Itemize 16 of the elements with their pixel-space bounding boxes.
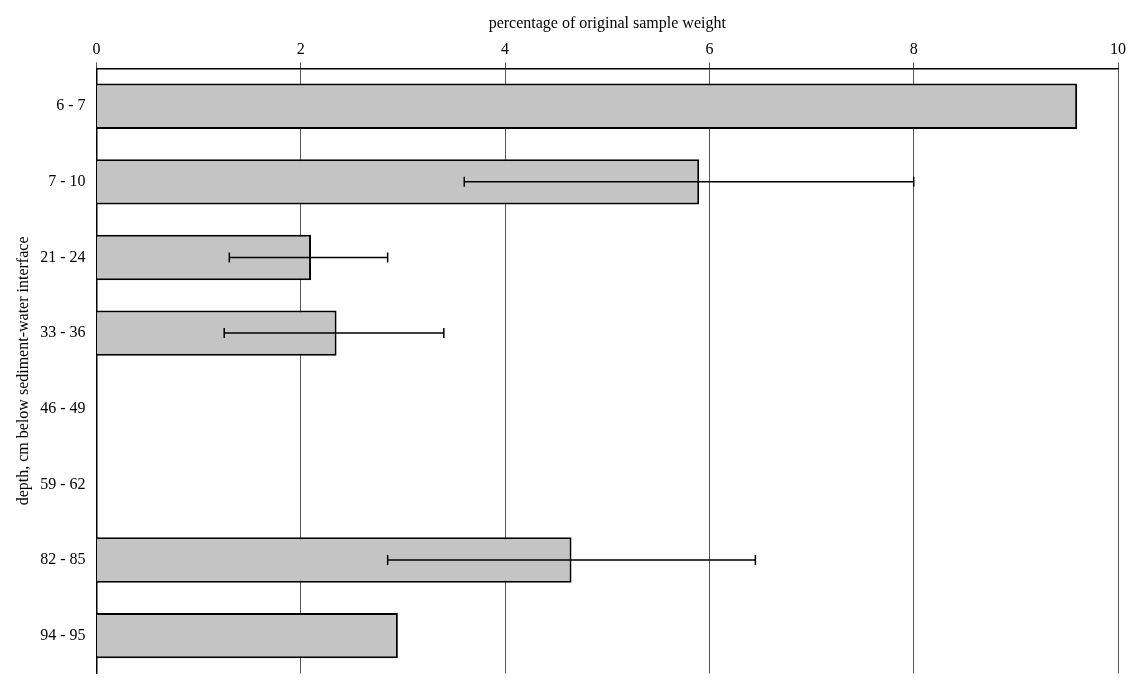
x-tick-label: 6 <box>705 40 714 57</box>
x-tick-label: 4 <box>501 40 510 57</box>
y-axis-title: depth, cm below sediment-water interface <box>13 236 32 506</box>
y-tick-label: 94 - 95 <box>40 625 86 643</box>
y-tick-label: 21 - 24 <box>40 247 86 265</box>
y-tick-label: 7 - 10 <box>48 172 86 190</box>
x-tick-label: 0 <box>92 40 101 57</box>
x-axis-title: percentage of original sample weight <box>488 13 727 32</box>
y-tick-label: 46 - 49 <box>40 398 86 416</box>
y-tick-label: 33 - 36 <box>40 323 86 341</box>
x-tick-label: 8 <box>909 40 918 57</box>
y-tick-label: 82 - 85 <box>40 550 86 568</box>
y-tick-label: 59 - 62 <box>40 474 86 492</box>
x-tick-label: 10 <box>1110 40 1126 57</box>
x-tick-label: 2 <box>296 40 305 57</box>
y-tick-label: 6 - 7 <box>56 96 86 114</box>
